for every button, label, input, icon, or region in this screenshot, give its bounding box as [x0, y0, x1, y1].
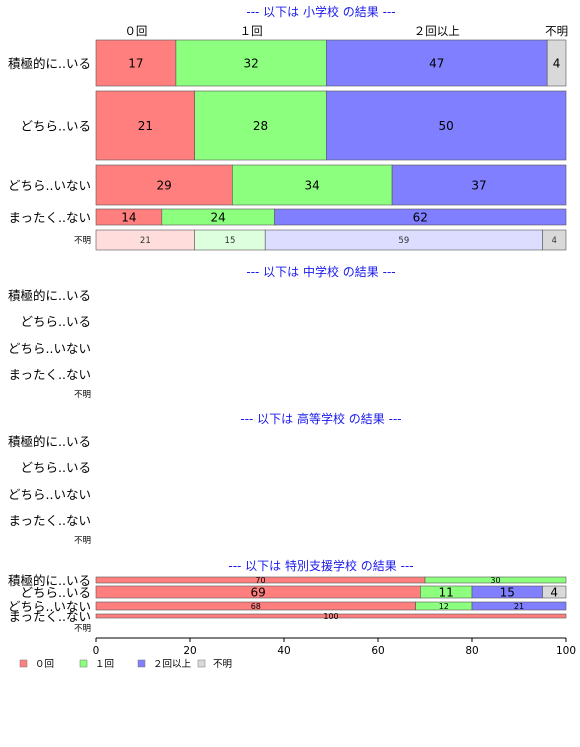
data-label: 62	[413, 210, 428, 224]
data-label: 15	[500, 585, 515, 599]
bar-segment-zero	[95, 90, 195, 161]
data-label: 24	[211, 210, 226, 224]
panel-title: --- 以下は 特別支援学校 の結果 ---	[228, 558, 413, 573]
bar-segment-zero	[95, 164, 233, 206]
column-header-unknown: 不明	[545, 24, 568, 38]
row-label: 不明	[74, 236, 91, 246]
data-label: 68	[251, 602, 261, 611]
legend-swatch-unknown	[197, 659, 206, 668]
data-label: 11	[439, 585, 454, 599]
legend-swatch-zero	[19, 659, 28, 668]
legend-label-zero: ０回	[35, 659, 54, 670]
row-label: どちら..いる	[21, 460, 91, 475]
legend-label-unknown: 不明	[213, 659, 232, 670]
bar-segment-unknown	[546, 39, 567, 87]
legend-label-one: １回	[95, 659, 114, 670]
data-label: 47	[429, 56, 444, 70]
bar-segment-unknown	[542, 229, 567, 251]
data-label: 59	[398, 236, 409, 246]
row-label: まったく..ない	[9, 609, 91, 624]
panel-3: --- 以下は 高等学校 の結果 --- 積極的に..いるどちら..いるどちら..…	[8, 411, 402, 546]
bar-segment-one	[232, 164, 393, 206]
data-label: 14	[121, 210, 136, 224]
x-tick-label: 60	[371, 645, 384, 657]
bar-segment-zero	[95, 39, 177, 87]
data-label: 69	[251, 585, 266, 599]
legend-swatch-one	[79, 659, 88, 668]
x-tick-label: 20	[183, 645, 196, 657]
row-label: どちら..いない	[8, 178, 91, 193]
data-label: 4	[550, 585, 558, 599]
row-label: まったく..ない	[9, 367, 91, 382]
legend-swatch-two-plus	[137, 659, 146, 668]
column-header-zero: ０回	[124, 24, 147, 38]
x-tick-label: 80	[465, 645, 478, 657]
data-label: 37	[471, 178, 486, 192]
bar-segment-one	[175, 39, 327, 87]
bar-segment-two-plus	[325, 90, 567, 161]
panel-title: --- 以下は 小学校 の結果 ---	[246, 4, 395, 19]
panel-title: --- 以下は 高等学校 の結果 ---	[240, 411, 401, 426]
data-label: 29	[157, 178, 172, 192]
row-label: 不明	[74, 390, 91, 400]
row-label: 積極的に..いる	[8, 573, 91, 588]
column-header-one: １回	[240, 24, 263, 38]
row-label: 積極的に..いる	[8, 434, 91, 449]
row-label: 積極的に..いる	[8, 288, 91, 303]
row-label: 積極的に..いる	[8, 56, 91, 71]
panel-title: --- 以下は 中学校 の結果 ---	[246, 264, 395, 279]
data-label: 4	[553, 56, 561, 70]
row-label: どちら..いる	[21, 585, 91, 600]
data-label: 21	[140, 236, 151, 246]
row-label: まったく..ない	[9, 210, 91, 225]
data-label: 32	[243, 56, 258, 70]
legend: ０回 １回 ２回以上 不明	[19, 659, 232, 670]
data-label: 34	[305, 178, 320, 192]
data-label: 4	[552, 236, 557, 246]
bar-segment-two-plus	[325, 39, 548, 87]
data-label: 70	[255, 576, 265, 585]
legend-label-two-plus: ２回以上	[153, 659, 192, 670]
data-label: 30	[490, 576, 500, 585]
data-label: 28	[253, 119, 268, 133]
bar-segment-unknown	[542, 585, 567, 599]
bar-segment-two-plus	[471, 601, 567, 611]
data-label: 100	[323, 612, 338, 621]
bar-segment-two-plus	[391, 164, 567, 206]
column-header-two-plus: ２回以上	[414, 24, 460, 38]
data-label: 21	[514, 602, 524, 611]
bar-segment-one	[424, 576, 567, 584]
bar-segment-zero	[95, 613, 567, 619]
row-label: 不明	[74, 624, 91, 634]
bar-segment-one	[194, 90, 327, 161]
data-label: 17	[128, 56, 143, 70]
x-tick-label: 100	[556, 645, 576, 657]
row-label: まったく..ない	[9, 513, 91, 528]
row-label: 不明	[74, 536, 91, 546]
row-label: どちら..いない	[8, 487, 91, 502]
row-label: どちら..いない	[8, 341, 91, 356]
data-label: 12	[439, 602, 449, 611]
panel-4: --- 以下は 特別支援学校 の結果 --- 積極的に..いる 70 30 どちら..い…	[8, 558, 567, 634]
data-label: 21	[138, 119, 153, 133]
panel-2: --- 以下は 中学校 の結果 --- 積極的に..いるどちら..いるどちら..い…	[8, 264, 396, 400]
data-label: 15	[225, 236, 236, 246]
row-label: どちら..いる	[21, 119, 91, 134]
x-tick-label: 0	[93, 645, 100, 657]
x-axis: 0 20 40 60 80 100	[93, 637, 576, 657]
data-label: 50	[439, 119, 454, 133]
row-label: どちら..いる	[21, 314, 91, 329]
row-label: どちら..いない	[8, 599, 91, 614]
x-tick-label: 40	[277, 645, 290, 657]
bar-segment-two-plus	[274, 208, 567, 226]
